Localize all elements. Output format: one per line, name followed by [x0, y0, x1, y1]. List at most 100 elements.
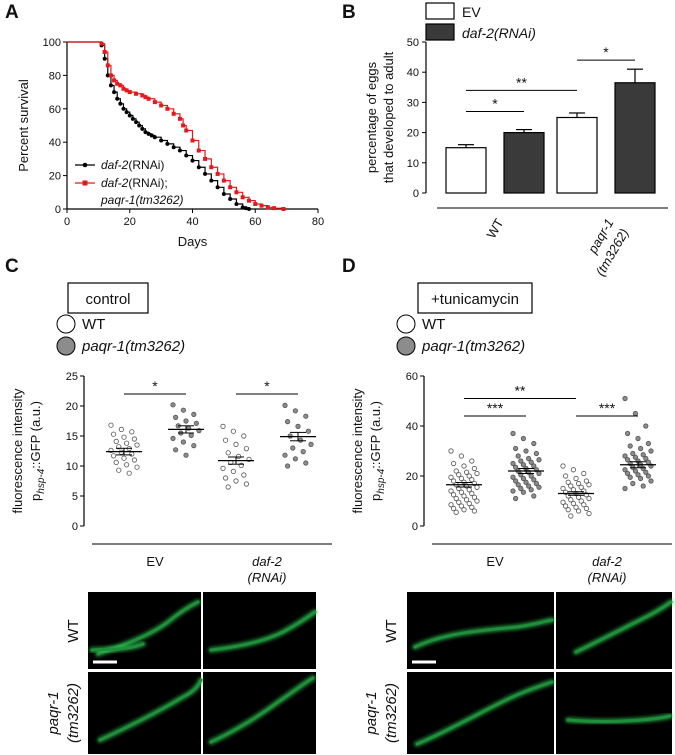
d-point	[630, 480, 636, 487]
d-point	[637, 475, 644, 482]
worm-body	[574, 600, 673, 654]
d-point	[570, 467, 577, 473]
d-point	[624, 470, 631, 477]
b-group-label: WT	[483, 216, 506, 241]
d-point	[448, 502, 454, 508]
b-y-tick-label: 40	[407, 67, 419, 79]
d-point	[512, 445, 519, 452]
d-point	[536, 457, 542, 463]
d-point	[627, 474, 633, 480]
a-point	[115, 81, 120, 86]
a-point	[259, 203, 264, 208]
a-point	[265, 205, 270, 210]
d-point	[622, 395, 628, 402]
a-point	[143, 95, 148, 100]
d-point	[450, 460, 457, 467]
d-point	[643, 423, 649, 429]
micrograph-tile	[88, 672, 201, 754]
c-group-label: EV	[146, 554, 164, 569]
d-point	[510, 460, 516, 467]
a-legend-label: daf-2(RNAi)	[101, 158, 164, 172]
a-point	[209, 165, 214, 170]
c-point	[170, 435, 176, 441]
a-x-tick-label: 80	[312, 216, 324, 228]
d-point	[469, 504, 475, 510]
d-point	[466, 487, 472, 493]
a-y-tick-label: 80	[49, 70, 61, 82]
a-point	[140, 126, 145, 131]
a-point	[102, 56, 107, 61]
a-y-tick-label: 0	[55, 204, 61, 216]
c-point	[295, 423, 301, 429]
b-sig-star: *	[492, 95, 498, 111]
d-point	[453, 495, 459, 502]
c-point	[113, 438, 119, 444]
d-point	[583, 505, 590, 512]
b-y-tick-label: 50	[407, 37, 419, 49]
d-point	[560, 499, 566, 505]
d-point	[560, 485, 566, 492]
c-point	[243, 481, 249, 487]
a-series-line	[67, 41, 285, 209]
d-point	[573, 475, 579, 482]
c-point	[230, 468, 236, 474]
d-y-axis-label: phsp-4::GFP (a.u.)	[368, 401, 387, 501]
d-point	[632, 454, 639, 460]
d-point	[583, 478, 590, 484]
micrograph-tile	[556, 672, 672, 754]
d-point	[531, 493, 537, 499]
d-point	[458, 489, 464, 495]
a-point	[190, 138, 195, 143]
d-point	[565, 479, 571, 485]
d-point	[630, 450, 636, 457]
c-point	[220, 465, 226, 471]
c-point	[236, 453, 242, 459]
c-point	[111, 453, 117, 459]
c-point	[290, 445, 296, 451]
d-point	[645, 440, 652, 447]
b-bar	[556, 116, 598, 194]
d-point	[458, 453, 464, 459]
c-point	[308, 441, 314, 447]
d-point	[520, 462, 527, 468]
a-x-tick-label: 60	[249, 216, 261, 228]
c-point	[124, 462, 130, 468]
d-point	[448, 474, 454, 480]
panel-label-c: C	[5, 256, 19, 277]
c-point	[223, 437, 229, 443]
c-point	[193, 420, 199, 426]
d-point	[624, 430, 631, 437]
d-point	[568, 497, 574, 503]
d-point	[643, 455, 649, 462]
a-point	[137, 123, 142, 128]
d-point	[458, 475, 464, 482]
d-point	[471, 508, 477, 514]
a-x-tick-label: 0	[64, 216, 70, 228]
a-point	[165, 106, 170, 111]
a-point	[159, 103, 164, 108]
d-point	[565, 507, 571, 513]
d-point	[632, 410, 639, 417]
d-point	[456, 499, 462, 505]
c-point	[180, 439, 186, 445]
d-point	[474, 484, 480, 490]
d-point	[643, 469, 649, 475]
a-point	[130, 116, 135, 121]
a-point	[177, 116, 182, 121]
d-y-tick-label: 0	[412, 521, 418, 533]
d-point	[461, 507, 467, 513]
d-point	[469, 477, 475, 483]
d-group-label: daf-2	[592, 554, 622, 569]
d-point	[573, 504, 579, 510]
c-y-tick-label: 5	[72, 491, 78, 503]
d-point	[461, 493, 467, 499]
a-point	[143, 130, 148, 135]
worm-body	[209, 676, 315, 744]
a-y-tick-label: 40	[49, 137, 61, 149]
a-point	[196, 148, 201, 153]
c-point	[243, 445, 249, 452]
c-point	[129, 451, 135, 457]
c-y-tick-label: 10	[66, 461, 78, 473]
c-point	[241, 433, 247, 439]
